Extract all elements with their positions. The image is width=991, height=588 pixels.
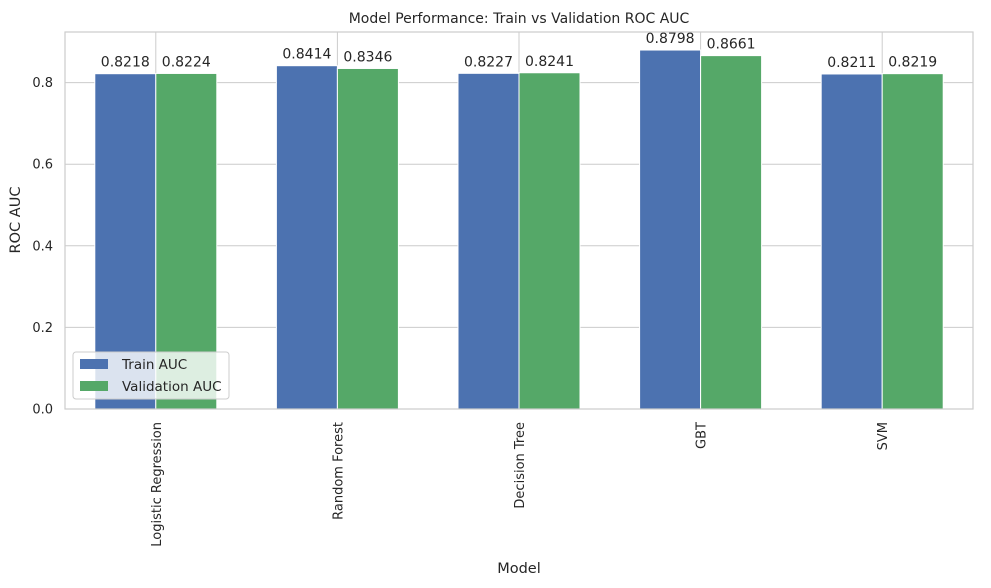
y-tick-label: 0.2 — [32, 321, 53, 336]
legend-label-train: Train AUC — [121, 357, 187, 373]
y-axis-label: ROC AUC — [8, 187, 24, 254]
bar-value-label: 0.8218 — [101, 55, 150, 71]
legend-label-validation: Validation AUC — [122, 379, 222, 395]
x-tick-label: Logistic Regression — [150, 422, 165, 547]
legend-swatch-validation — [80, 381, 108, 391]
bar-value-label: 0.8227 — [464, 54, 513, 70]
x-tick-label: Decision Tree — [513, 422, 528, 509]
bar-value-label: 0.8224 — [162, 54, 211, 70]
bar-value-label: 0.8211 — [827, 55, 876, 71]
y-tick-label: 0.4 — [32, 239, 53, 254]
y-tick-label: 0.0 — [32, 403, 53, 418]
bar-value-label: 0.8661 — [707, 37, 756, 53]
bar-validation — [700, 55, 763, 410]
plot-frame — [64, 31, 974, 410]
bar-validation — [881, 73, 944, 410]
bar-validation — [336, 67, 399, 410]
bar-train — [457, 72, 520, 410]
y-axis-ticks: 0.0 0.2 0.4 0.6 0.8 — [32, 76, 53, 417]
x-tick-label: Random Forest — [331, 422, 346, 520]
x-axis-ticks: Logistic Regression Random Forest Decision… — [150, 422, 891, 547]
chart-title: Model Performance: Train vs Validation R… — [349, 11, 690, 27]
legend-swatch-train — [80, 359, 108, 369]
bar-value-label: 0.8219 — [888, 55, 937, 71]
bar-value-label: 0.8346 — [343, 49, 392, 65]
legend: Train AUC Validation AUC — [72, 351, 230, 400]
bar-value-label: 0.8414 — [282, 47, 331, 63]
bar-train — [275, 65, 338, 410]
x-tick-label: SVM — [876, 422, 891, 450]
y-tick-label: 0.6 — [32, 158, 53, 173]
x-axis-label: Model — [497, 561, 541, 577]
bar-train — [639, 49, 702, 410]
y-tick-label: 0.8 — [32, 76, 53, 91]
data-labels: 0.8218 0.8414 0.8227 0.8798 0.8211 0.8224 0.83… — [101, 31, 937, 71]
bar-value-label: 0.8798 — [646, 31, 695, 47]
x-tick-label: GBT — [695, 422, 710, 449]
legend-box — [72, 351, 230, 400]
bar-train — [820, 73, 883, 410]
bar-value-label: 0.8241 — [525, 54, 574, 70]
bar-validation — [518, 72, 581, 410]
